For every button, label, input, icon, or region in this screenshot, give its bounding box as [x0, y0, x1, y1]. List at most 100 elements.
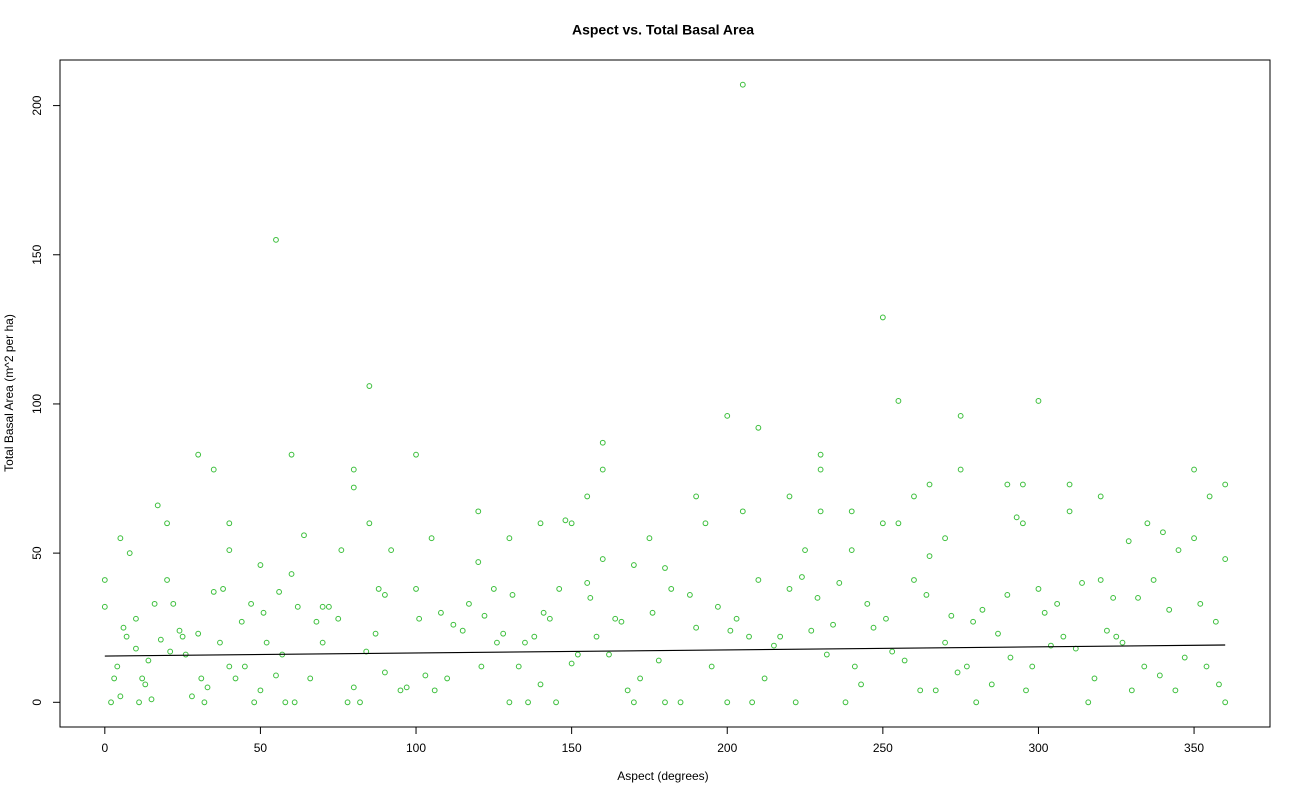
point — [1004, 481, 1011, 488]
point — [584, 493, 591, 500]
point — [148, 696, 155, 703]
point — [842, 699, 849, 706]
point — [858, 681, 864, 688]
point — [1054, 600, 1061, 607]
point — [926, 553, 933, 560]
point — [1041, 609, 1048, 616]
point — [139, 675, 146, 682]
point — [1191, 535, 1197, 542]
point — [509, 591, 516, 598]
point — [830, 621, 836, 628]
point — [397, 687, 404, 694]
point — [217, 639, 223, 646]
x-tick-label: 300 — [1028, 741, 1048, 755]
point — [708, 663, 715, 670]
point — [1212, 618, 1219, 625]
point — [1079, 580, 1085, 586]
point — [814, 594, 821, 601]
point — [792, 699, 799, 706]
point — [724, 699, 731, 706]
point — [416, 615, 423, 622]
point — [490, 586, 497, 592]
point — [746, 633, 752, 640]
point — [1128, 687, 1135, 694]
point — [226, 663, 233, 670]
point — [117, 535, 124, 542]
point — [817, 508, 824, 515]
point — [1141, 663, 1148, 670]
point — [593, 633, 600, 640]
point — [273, 672, 279, 679]
point — [677, 699, 684, 706]
point — [1206, 493, 1213, 500]
point — [438, 609, 444, 616]
point — [568, 520, 575, 527]
point — [117, 693, 124, 700]
point — [1150, 577, 1157, 583]
y-tick-label: 0 — [30, 699, 44, 706]
point — [413, 586, 419, 592]
point — [817, 466, 824, 473]
point — [693, 624, 700, 631]
point — [189, 693, 195, 700]
point — [431, 687, 438, 694]
point — [120, 624, 127, 631]
point — [1181, 654, 1188, 661]
point — [350, 684, 357, 691]
point — [403, 684, 410, 691]
point — [422, 672, 429, 679]
point — [917, 687, 924, 694]
point — [668, 586, 675, 592]
point — [1097, 577, 1104, 583]
point — [954, 669, 961, 676]
point — [1085, 699, 1092, 706]
point — [388, 547, 395, 554]
point — [375, 586, 382, 592]
point — [799, 574, 805, 580]
point — [1160, 529, 1166, 536]
point — [101, 577, 108, 583]
y-tick-label: 100 — [30, 394, 44, 414]
point — [170, 600, 177, 607]
point — [1091, 675, 1098, 682]
y-tick-label: 150 — [30, 244, 44, 264]
point — [232, 675, 239, 682]
point — [382, 591, 388, 598]
point — [531, 633, 538, 640]
point — [288, 451, 295, 458]
point — [537, 520, 544, 527]
point — [932, 687, 939, 694]
point — [101, 603, 108, 610]
chart-title: Aspect vs. Total Basal Area — [572, 22, 754, 38]
point — [257, 562, 264, 568]
point — [1156, 672, 1163, 679]
point — [307, 675, 314, 682]
point — [319, 603, 326, 610]
point — [851, 663, 858, 670]
point — [848, 508, 855, 515]
point — [1191, 466, 1197, 473]
point — [198, 675, 205, 682]
point — [350, 466, 357, 473]
point — [546, 615, 553, 622]
point — [195, 630, 202, 637]
point — [587, 594, 594, 601]
point — [241, 663, 248, 670]
point — [1029, 663, 1036, 670]
point — [136, 699, 142, 706]
point — [357, 699, 363, 706]
point — [802, 547, 808, 554]
point — [195, 451, 202, 458]
point — [226, 547, 233, 554]
point — [606, 651, 612, 658]
point — [325, 603, 332, 610]
point — [145, 657, 152, 664]
point — [1013, 514, 1020, 521]
point — [686, 591, 693, 598]
point — [1019, 481, 1026, 488]
point — [1113, 633, 1120, 640]
point — [1216, 681, 1222, 688]
point — [739, 81, 746, 88]
point — [895, 398, 902, 404]
point — [522, 639, 528, 646]
